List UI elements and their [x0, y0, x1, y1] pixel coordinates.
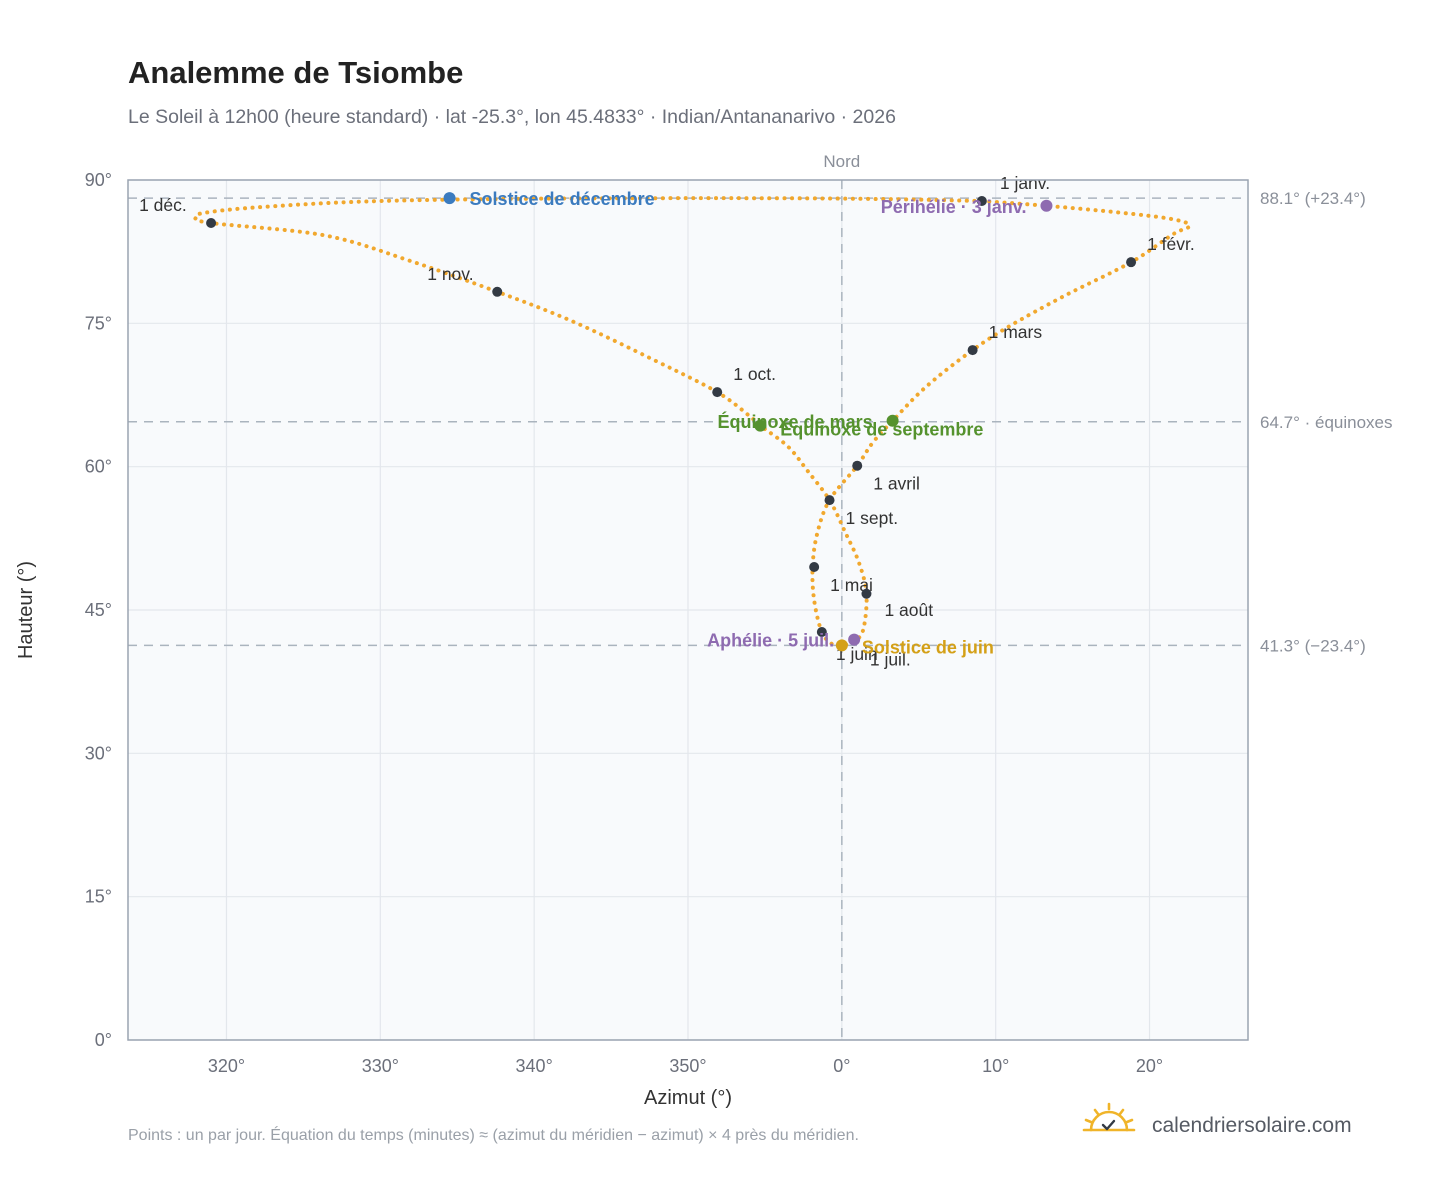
month-marker-label: 1 oct.: [733, 364, 776, 384]
y-tick-label: 45°: [85, 600, 112, 620]
reference-lines: 88.1° (+23.4°) 64.7° · équinoxes 41.3° (−2…: [128, 189, 1393, 655]
chart-subtitle: Le Soleil à 12h00 (heure standard) · lat…: [128, 106, 896, 128]
sun-icon: [1082, 1102, 1136, 1132]
event-markers: Solstice de décembre Périhélie · 3 janv. É…: [443, 189, 1053, 657]
y-tick-label: 90°: [85, 170, 112, 190]
month-marker-dot: [492, 286, 503, 297]
event-label: Solstice de juin: [862, 637, 994, 657]
month-marker-label: 1 févr.: [1147, 234, 1195, 254]
meridian-label: Nord: [823, 152, 860, 171]
month-marker-dot: [976, 196, 987, 207]
reference-label: 64.7° · équinoxes: [1260, 413, 1393, 432]
y-axis-label: Hauteur (°): [15, 561, 37, 659]
event-marker-dot: [443, 192, 456, 205]
month-marker-dot: [1126, 257, 1137, 268]
month-marker-label: 1 nov.: [427, 264, 473, 284]
meridian-line: Nord: [823, 152, 860, 1040]
x-tick-label: 350°: [669, 1056, 706, 1076]
x-tick-label: 20°: [1136, 1056, 1163, 1076]
event-label: Solstice de décembre: [470, 189, 655, 209]
month-marker-label: 1 mai: [830, 575, 873, 595]
month-marker-dot: [712, 387, 723, 398]
analemma-daily-dots: [193, 196, 1192, 648]
reference-label: 41.3° (−23.4°): [1260, 636, 1366, 655]
x-axis-ticks: 320° 330° 340° 350° 0° 10° 20°: [208, 1056, 1163, 1076]
brand-name: calendriersolaire.com: [1152, 1114, 1352, 1137]
check-icon: [1101, 1119, 1116, 1131]
analemma-curve: [193, 196, 1192, 648]
month-marker-label: 1 sept.: [846, 508, 899, 528]
event-marker-dot: [1040, 199, 1053, 212]
brand-logo: [1082, 1102, 1136, 1132]
x-tick-label: 10°: [982, 1056, 1009, 1076]
y-tick-label: 75°: [85, 313, 112, 333]
month-marker-label: 1 juil.: [870, 649, 911, 669]
month-marker-dot: [861, 588, 872, 599]
y-tick-label: 15°: [85, 887, 112, 907]
reference-label: 88.1° (+23.4°): [1260, 189, 1366, 208]
x-tick-label: 0°: [833, 1056, 850, 1076]
month-marker-label: 1 mars: [989, 322, 1043, 342]
plot-frame: [127, 179, 1249, 1041]
month-marker-dot: [809, 562, 820, 572]
month-marker-label: 1 janv.: [1000, 173, 1050, 193]
month-marker-label: 1 déc.: [139, 195, 187, 215]
event-label: Périhélie · 3 janv.: [881, 197, 1027, 217]
month-marker-label: 1 août: [884, 600, 933, 620]
month-marker-dot: [816, 626, 827, 637]
x-tick-label: 330°: [362, 1056, 399, 1076]
event-marker-dot: [848, 633, 861, 646]
month-marker-dot: [852, 460, 863, 471]
event-label: Aphélie · 5 juil.: [707, 631, 834, 651]
event-marker-dot: [754, 419, 767, 432]
month-marker-dot: [206, 218, 217, 228]
event-label: Équinoxe de septembre: [780, 419, 983, 440]
x-tick-label: 320°: [208, 1056, 245, 1076]
footnote: Points : un par jour. Équation du temps …: [128, 1125, 859, 1144]
y-tick-label: 30°: [85, 743, 112, 763]
event-marker-dot: [835, 639, 848, 652]
x-axis-label: Azimut (°): [644, 1087, 732, 1109]
chart-title: Analemme de Tsiombe: [128, 55, 463, 90]
month-marker-label: 1 avril: [873, 474, 920, 494]
y-tick-label: 0°: [95, 1030, 112, 1050]
y-axis-ticks: 0° 15° 30° 45° 60° 75° 90°: [85, 170, 112, 1050]
month-marker-dot: [967, 345, 978, 356]
month-marker-dot: [824, 495, 835, 506]
x-tick-label: 340°: [516, 1056, 553, 1076]
y-tick-label: 60°: [85, 457, 112, 477]
event-marker-dot: [886, 414, 899, 427]
